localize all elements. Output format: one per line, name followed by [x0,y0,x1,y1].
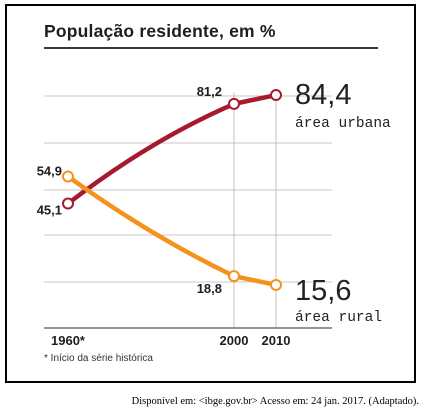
x-tick-label-0: 1960* [51,333,86,348]
series-line-1 [65,174,279,288]
footnote: * Início da série histórica [44,353,153,364]
data-label-0-1: 81,2 [197,84,222,99]
data-point-0-0 [62,197,74,210]
x-tick-label-2: 2010 [262,333,291,348]
data-point-1-0 [62,170,74,183]
x-tick-label-1: 2000 [220,333,249,348]
data-label-0-0: 45,1 [37,203,62,218]
chart-title: População residente, em % [44,21,276,41]
data-label-1-0: 54,9 [37,163,62,178]
end-value-0: 84,4 [295,79,351,111]
series-line-0 [65,92,279,206]
end-value-1: 15,6 [295,275,351,307]
data-point-0-2 [270,89,282,102]
data-label-1-1: 18,8 [197,281,222,296]
data-point-1-1 [228,270,240,283]
source-caption: Disponível em: <ibge.gov.br> Acesso em: … [131,396,419,407]
data-point-1-2 [270,278,282,291]
series-name-1: área rural [295,310,382,326]
figure-frame [5,4,416,383]
title-rule [44,47,378,49]
data-point-0-1 [228,97,240,110]
series-name-0: área urbana [295,116,391,132]
